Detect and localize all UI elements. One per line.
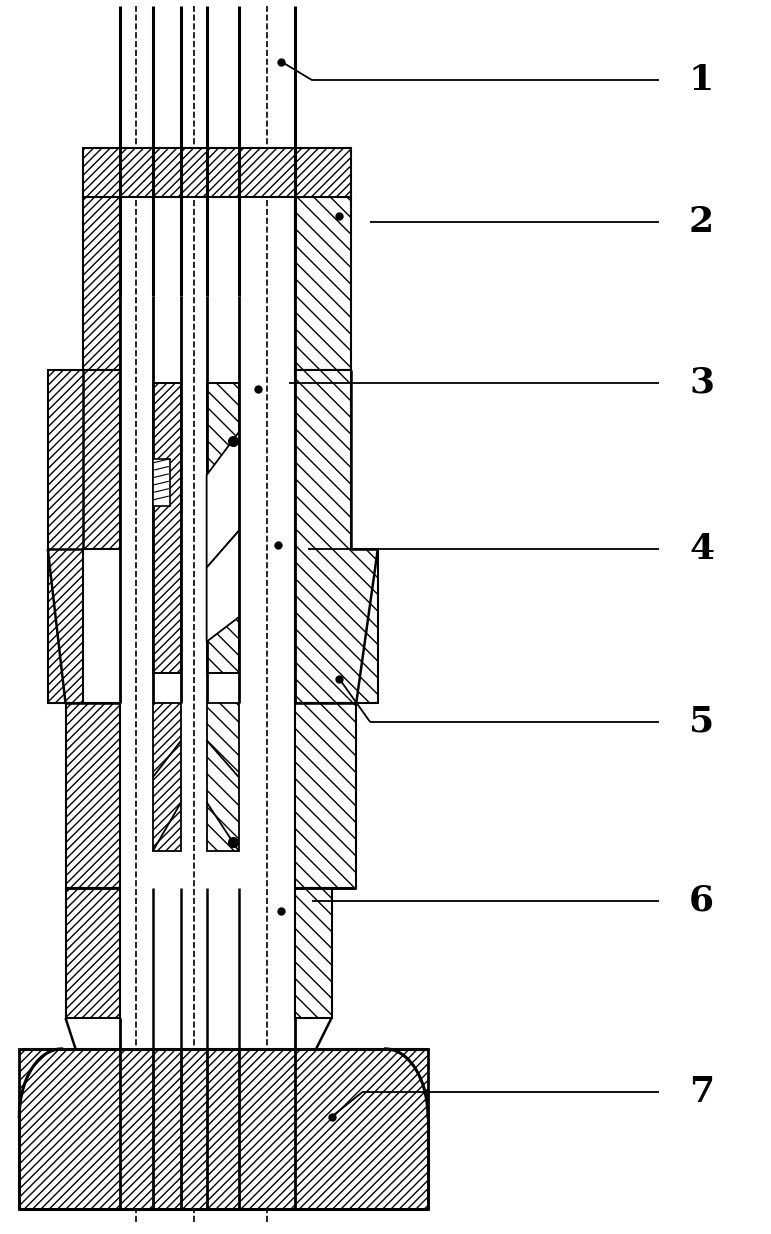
Text: 3: 3 <box>689 365 714 400</box>
Polygon shape <box>295 703 356 888</box>
Polygon shape <box>48 370 120 703</box>
Polygon shape <box>207 383 239 673</box>
Polygon shape <box>207 531 239 642</box>
Polygon shape <box>295 197 351 370</box>
Polygon shape <box>19 1049 428 1209</box>
Polygon shape <box>83 197 120 370</box>
Polygon shape <box>295 888 332 1018</box>
Text: 4: 4 <box>689 532 714 566</box>
Text: 1: 1 <box>689 63 714 97</box>
Polygon shape <box>66 888 120 1018</box>
Bar <box>83 148 351 197</box>
Polygon shape <box>295 370 378 703</box>
Polygon shape <box>153 383 181 673</box>
Text: 6: 6 <box>689 884 714 918</box>
Polygon shape <box>153 703 181 851</box>
Polygon shape <box>207 703 239 851</box>
Polygon shape <box>207 432 239 568</box>
Polygon shape <box>66 703 120 888</box>
Text: 2: 2 <box>689 205 714 239</box>
Text: 7: 7 <box>689 1075 714 1109</box>
Bar <box>153 459 170 506</box>
Text: 5: 5 <box>689 705 714 739</box>
